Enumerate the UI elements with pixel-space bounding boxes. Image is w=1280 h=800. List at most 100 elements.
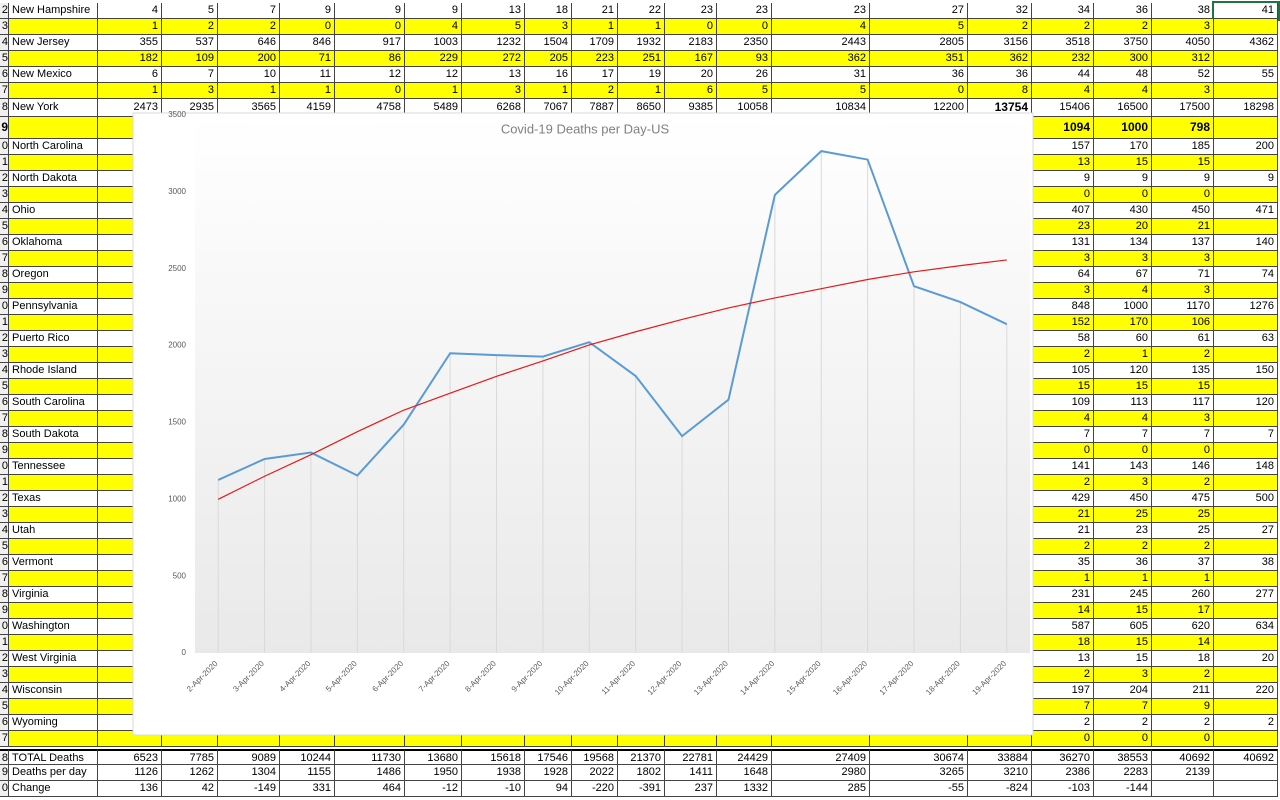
row-label <box>9 283 98 299</box>
cell: 9089 <box>218 749 280 765</box>
cell <box>1214 781 1278 797</box>
row-label: Oregon <box>9 267 98 283</box>
y-tick-label: 3500 <box>168 110 186 119</box>
cell: 3 <box>1032 251 1094 267</box>
row-label <box>9 19 98 35</box>
row-number: 3 <box>0 507 9 523</box>
row-number: 1 <box>0 155 9 171</box>
cell: 9 <box>405 3 462 19</box>
cell: 0 <box>335 19 405 35</box>
cell: 3 <box>162 83 218 99</box>
cell: 1411 <box>665 765 717 781</box>
cell: 429 <box>1032 491 1094 507</box>
cell: 6523 <box>98 749 162 765</box>
cell: 4 <box>1094 411 1152 427</box>
cell <box>1214 475 1278 491</box>
cell: 251 <box>618 51 665 67</box>
cell: 185 <box>1152 139 1214 155</box>
cell: 1276 <box>1214 299 1278 315</box>
cell: 14 <box>1032 603 1094 619</box>
cell <box>1214 765 1278 781</box>
cell: 5 <box>870 19 968 35</box>
cell: 67 <box>1094 267 1152 283</box>
cell: 4 <box>772 19 870 35</box>
cell: -12 <box>405 781 462 797</box>
cell: 13 <box>1032 155 1094 171</box>
cell: 3 <box>1094 475 1152 491</box>
cell: 2473 <box>98 99 162 117</box>
y-tick-label: 2000 <box>168 341 186 350</box>
row-label <box>9 315 98 331</box>
cell: 2443 <box>772 35 870 51</box>
cell: 500 <box>1214 491 1278 507</box>
row-label: Deaths per day <box>9 765 98 781</box>
row-number: 7 <box>0 731 9 747</box>
cell: 15 <box>1094 155 1152 171</box>
cell <box>1214 19 1278 35</box>
cell: 23 <box>665 3 717 19</box>
cell: 5 <box>717 83 772 99</box>
cell: 245 <box>1094 587 1152 603</box>
cell: 136 <box>98 781 162 797</box>
cell: 0 <box>1094 731 1152 747</box>
row-number: 5 <box>0 699 9 715</box>
cell: 106 <box>1152 315 1214 331</box>
cell: 1232 <box>462 35 525 51</box>
row-number: 7 <box>0 83 9 99</box>
cell: 157 <box>1032 139 1094 155</box>
cell: 471 <box>1214 203 1278 219</box>
cell: 2 <box>1032 19 1094 35</box>
cell: 16 <box>525 67 572 83</box>
row-label: Wyoming <box>9 715 98 731</box>
cell: 634 <box>1214 619 1278 635</box>
cell: 170 <box>1094 315 1152 331</box>
row-number: 5 <box>0 539 9 555</box>
cell <box>1214 411 1278 427</box>
cell: 1262 <box>162 765 218 781</box>
cell: 355 <box>98 35 162 51</box>
cell: 0 <box>665 19 717 35</box>
cell: 1000 <box>1094 117 1152 139</box>
cell: 15 <box>1094 603 1152 619</box>
cell: 13680 <box>405 749 462 765</box>
cell: 105 <box>1032 363 1094 379</box>
cell: 148 <box>1214 459 1278 475</box>
cell: 27 <box>1214 523 1278 539</box>
cell: 25 <box>1152 507 1214 523</box>
cell: 7 <box>1032 427 1094 443</box>
cell: 19 <box>618 67 665 83</box>
row-label: New Jersey <box>9 35 98 51</box>
cell: 22781 <box>665 749 717 765</box>
row-label: Ohio <box>9 203 98 219</box>
cell: 7 <box>162 67 218 83</box>
cell: 4 <box>405 19 462 35</box>
cell: 22 <box>618 3 665 19</box>
cell: 4 <box>1094 83 1152 99</box>
cell: 1 <box>218 83 280 99</box>
row-number: 8 <box>0 587 9 603</box>
cell: 3210 <box>968 765 1032 781</box>
cell: 3 <box>462 83 525 99</box>
cell: 1 <box>618 83 665 99</box>
cell: 146 <box>1152 459 1214 475</box>
cell <box>1214 731 1278 747</box>
cell: 23 <box>772 3 870 19</box>
row-number: 4 <box>0 363 9 379</box>
row-number: 0 <box>0 459 9 475</box>
cell: 1003 <box>405 35 462 51</box>
row-number: 4 <box>0 683 9 699</box>
cell <box>1214 83 1278 99</box>
cell: 2 <box>1152 667 1214 683</box>
cell: 20 <box>1214 651 1278 667</box>
row-number: 3 <box>0 19 9 35</box>
cell: 44 <box>1032 67 1094 83</box>
cell: 1648 <box>717 765 772 781</box>
cell: 6 <box>98 67 162 83</box>
row-number: 6 <box>0 555 9 571</box>
row-number: 9 <box>0 117 9 139</box>
cell: 140 <box>1214 235 1278 251</box>
cell: 2 <box>1094 715 1152 731</box>
row-label: TOTAL Deaths <box>9 749 98 765</box>
row-label <box>9 443 98 459</box>
row-label <box>9 603 98 619</box>
